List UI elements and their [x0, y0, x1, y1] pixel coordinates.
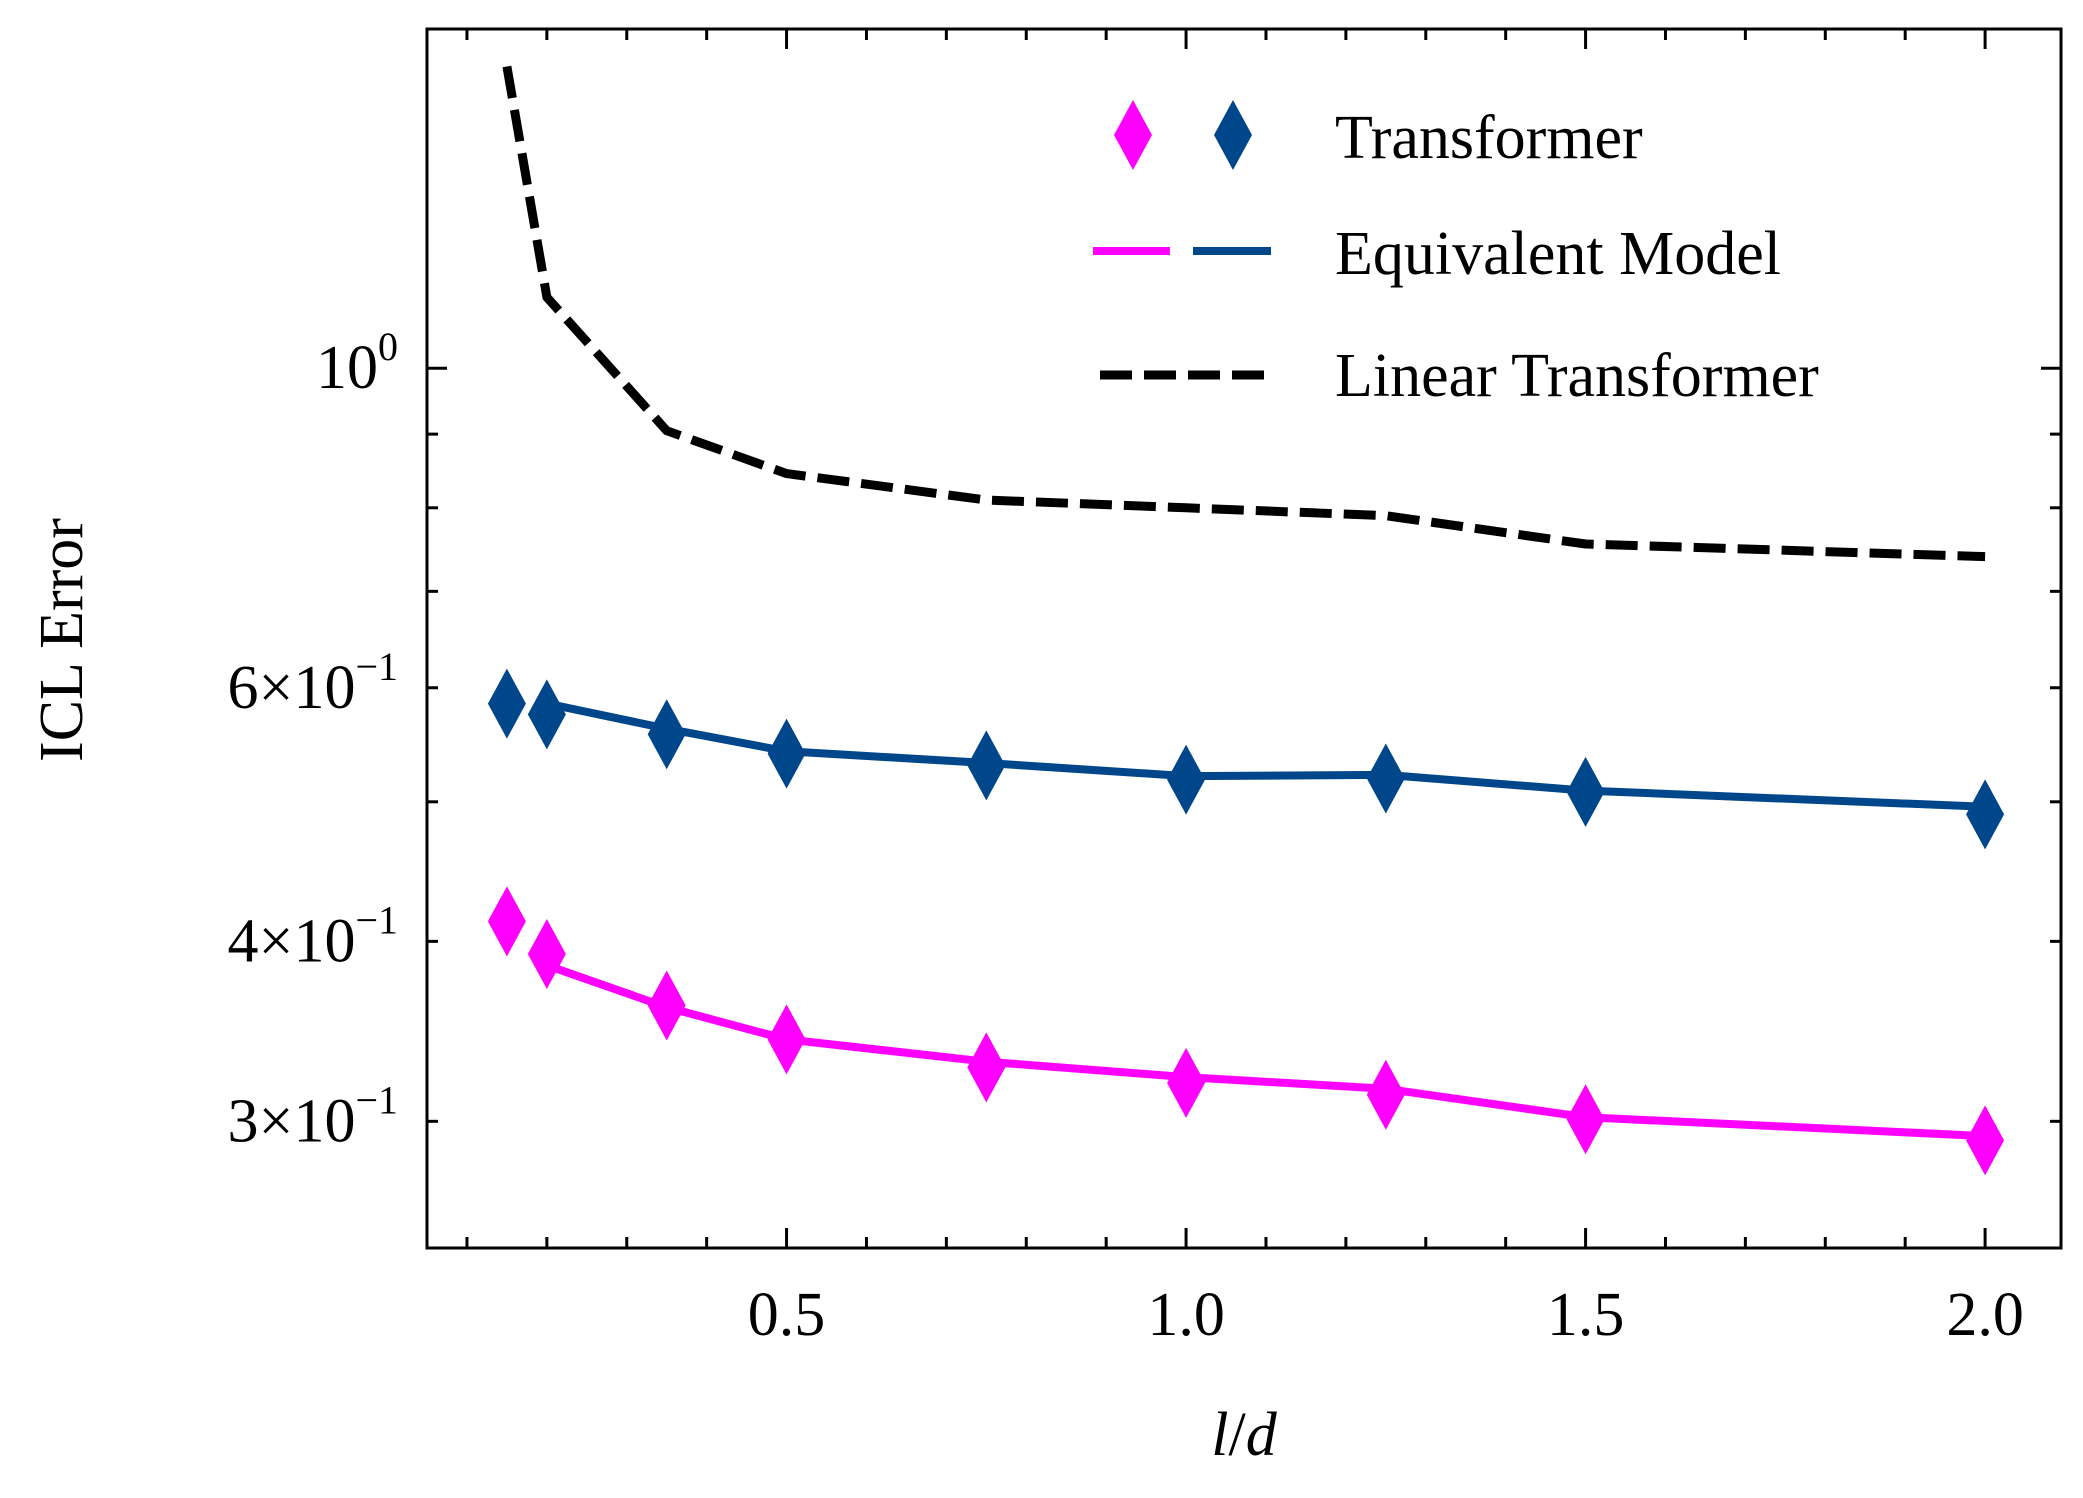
legend: Transformer Equivalent Model Linear Tran…	[1093, 100, 1819, 410]
y-tick-times: ×	[258, 654, 293, 722]
diamond-marker	[647, 970, 686, 1041]
diamond-marker	[1366, 1059, 1405, 1130]
y-tick-mult: 3	[227, 1087, 258, 1155]
y-tick-labels: 100 6×10−1 4×10−1 3×10−1	[227, 324, 398, 1155]
y-tick-exponent: −1	[355, 1077, 398, 1122]
diamond-marker	[967, 1032, 1006, 1103]
legend-label-equivalent-model: Equivalent Model	[1335, 220, 1781, 288]
y-tick-exponent: −1	[355, 897, 398, 942]
ticks-layer	[427, 29, 2061, 1248]
diamond-marker	[967, 730, 1006, 801]
y-tick-base: 10	[293, 654, 355, 722]
y-tick-times: ×	[258, 1087, 293, 1155]
x-axis-label-var2: d	[1246, 1401, 1278, 1469]
y-tick-label-3e-1: 3×10−1	[227, 1077, 398, 1155]
legend-marker-magenta-icon	[1114, 100, 1152, 170]
diamond-marker	[1566, 1084, 1605, 1155]
diamond-marker	[767, 718, 806, 789]
diamond-marker	[1966, 1105, 2005, 1176]
series-line-linear-transformer	[502, 65, 1986, 562]
series-line-equivalent-model-blue	[546, 699, 1986, 811]
plot-frame	[425, 27, 2063, 1250]
diamond-marker	[1167, 1047, 1206, 1118]
y-tick-base: 10	[293, 907, 355, 975]
diamond-marker	[647, 699, 686, 770]
x-tick-label-0.5: 0.5	[748, 1281, 826, 1349]
diamond-marker	[1566, 756, 1605, 827]
x-tick-label-1.5: 1.5	[1547, 1281, 1625, 1349]
y-tick-exponent: 0	[378, 324, 398, 369]
diamond-marker	[527, 679, 566, 750]
y-axis-label: ICL Error	[28, 518, 96, 762]
y-tick-exponent: −1	[355, 644, 398, 689]
y-tick-base: 10	[293, 1087, 355, 1155]
diamond-marker	[767, 1004, 806, 1075]
y-tick-base: 10	[316, 334, 378, 402]
diamond-marker	[1966, 779, 2005, 850]
diamond-marker	[487, 668, 526, 739]
x-axis-label-var1: l	[1211, 1401, 1228, 1469]
legend-label-linear-transformer: Linear Transformer	[1335, 342, 1819, 410]
x-tick-label-1.0: 1.0	[1147, 1281, 1225, 1349]
diamond-marker	[1167, 744, 1206, 815]
x-tick-labels: 0.5 1.0 1.5 2.0	[748, 1281, 2024, 1349]
x-axis-label: l/d	[1211, 1401, 1277, 1469]
y-tick-label-6e-1: 6×10−1	[227, 644, 398, 722]
diamond-marker	[487, 886, 526, 957]
x-axis-label-sep: /	[1229, 1401, 1247, 1469]
diamond-marker	[527, 919, 566, 990]
y-tick-mult: 6	[227, 654, 258, 722]
y-tick-mult: 4	[227, 907, 258, 975]
y-tick-label-4e-1: 4×10−1	[227, 897, 398, 975]
y-tick-label-1e0: 100	[316, 324, 398, 402]
y-tick-times: ×	[258, 907, 293, 975]
x-tick-label-2.0: 2.0	[1946, 1281, 2024, 1349]
series-layer	[487, 65, 2005, 1176]
series-line-equivalent-model-magenta	[545, 961, 1986, 1141]
legend-label-transformer: Transformer	[1335, 104, 1643, 172]
diamond-marker	[1366, 743, 1405, 814]
legend-marker-blue-icon	[1214, 100, 1252, 170]
